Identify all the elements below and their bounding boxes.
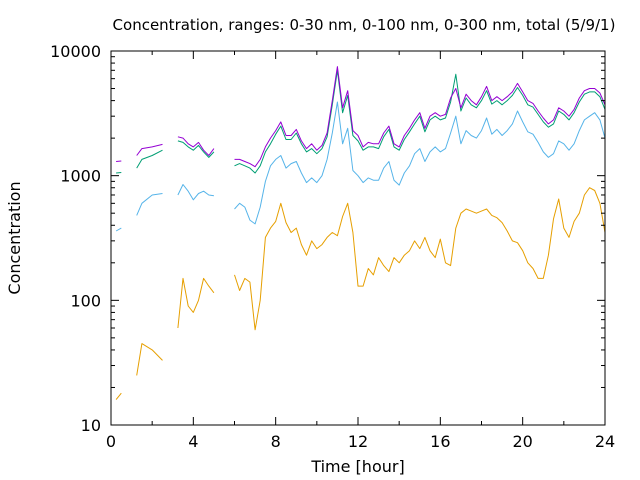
x-tick-label: 12 <box>348 432 368 451</box>
y-tick-label: 10000 <box>50 42 101 61</box>
plot-frame <box>110 50 606 426</box>
x-tick-label: 24 <box>595 432 615 451</box>
tick-layer: 0 4 8 12 16 20 24 10 100 1000 10000 <box>50 42 615 451</box>
y-tick-label: 100 <box>70 291 101 310</box>
x-axis-label: Time [hour] <box>310 457 404 476</box>
y-tick-label: 1000 <box>60 167 101 186</box>
series-line-3 <box>115 101 606 232</box>
series-line-1 <box>116 66 606 168</box>
y-axis-label: Concentration <box>5 181 24 294</box>
chart-title: Concentration, ranges: 0-30 nm, 0-100 nm… <box>113 16 616 34</box>
x-tick-label: 0 <box>106 432 116 451</box>
x-tick-label: 4 <box>188 432 198 451</box>
series-line-2 <box>116 69 606 174</box>
series-line-4 <box>115 187 606 400</box>
series-layer <box>115 66 606 400</box>
x-tick-label: 16 <box>430 432 450 451</box>
y-tick-label: 10 <box>81 416 101 435</box>
x-tick-label: 8 <box>271 432 281 451</box>
x-tick-label: 20 <box>512 432 532 451</box>
